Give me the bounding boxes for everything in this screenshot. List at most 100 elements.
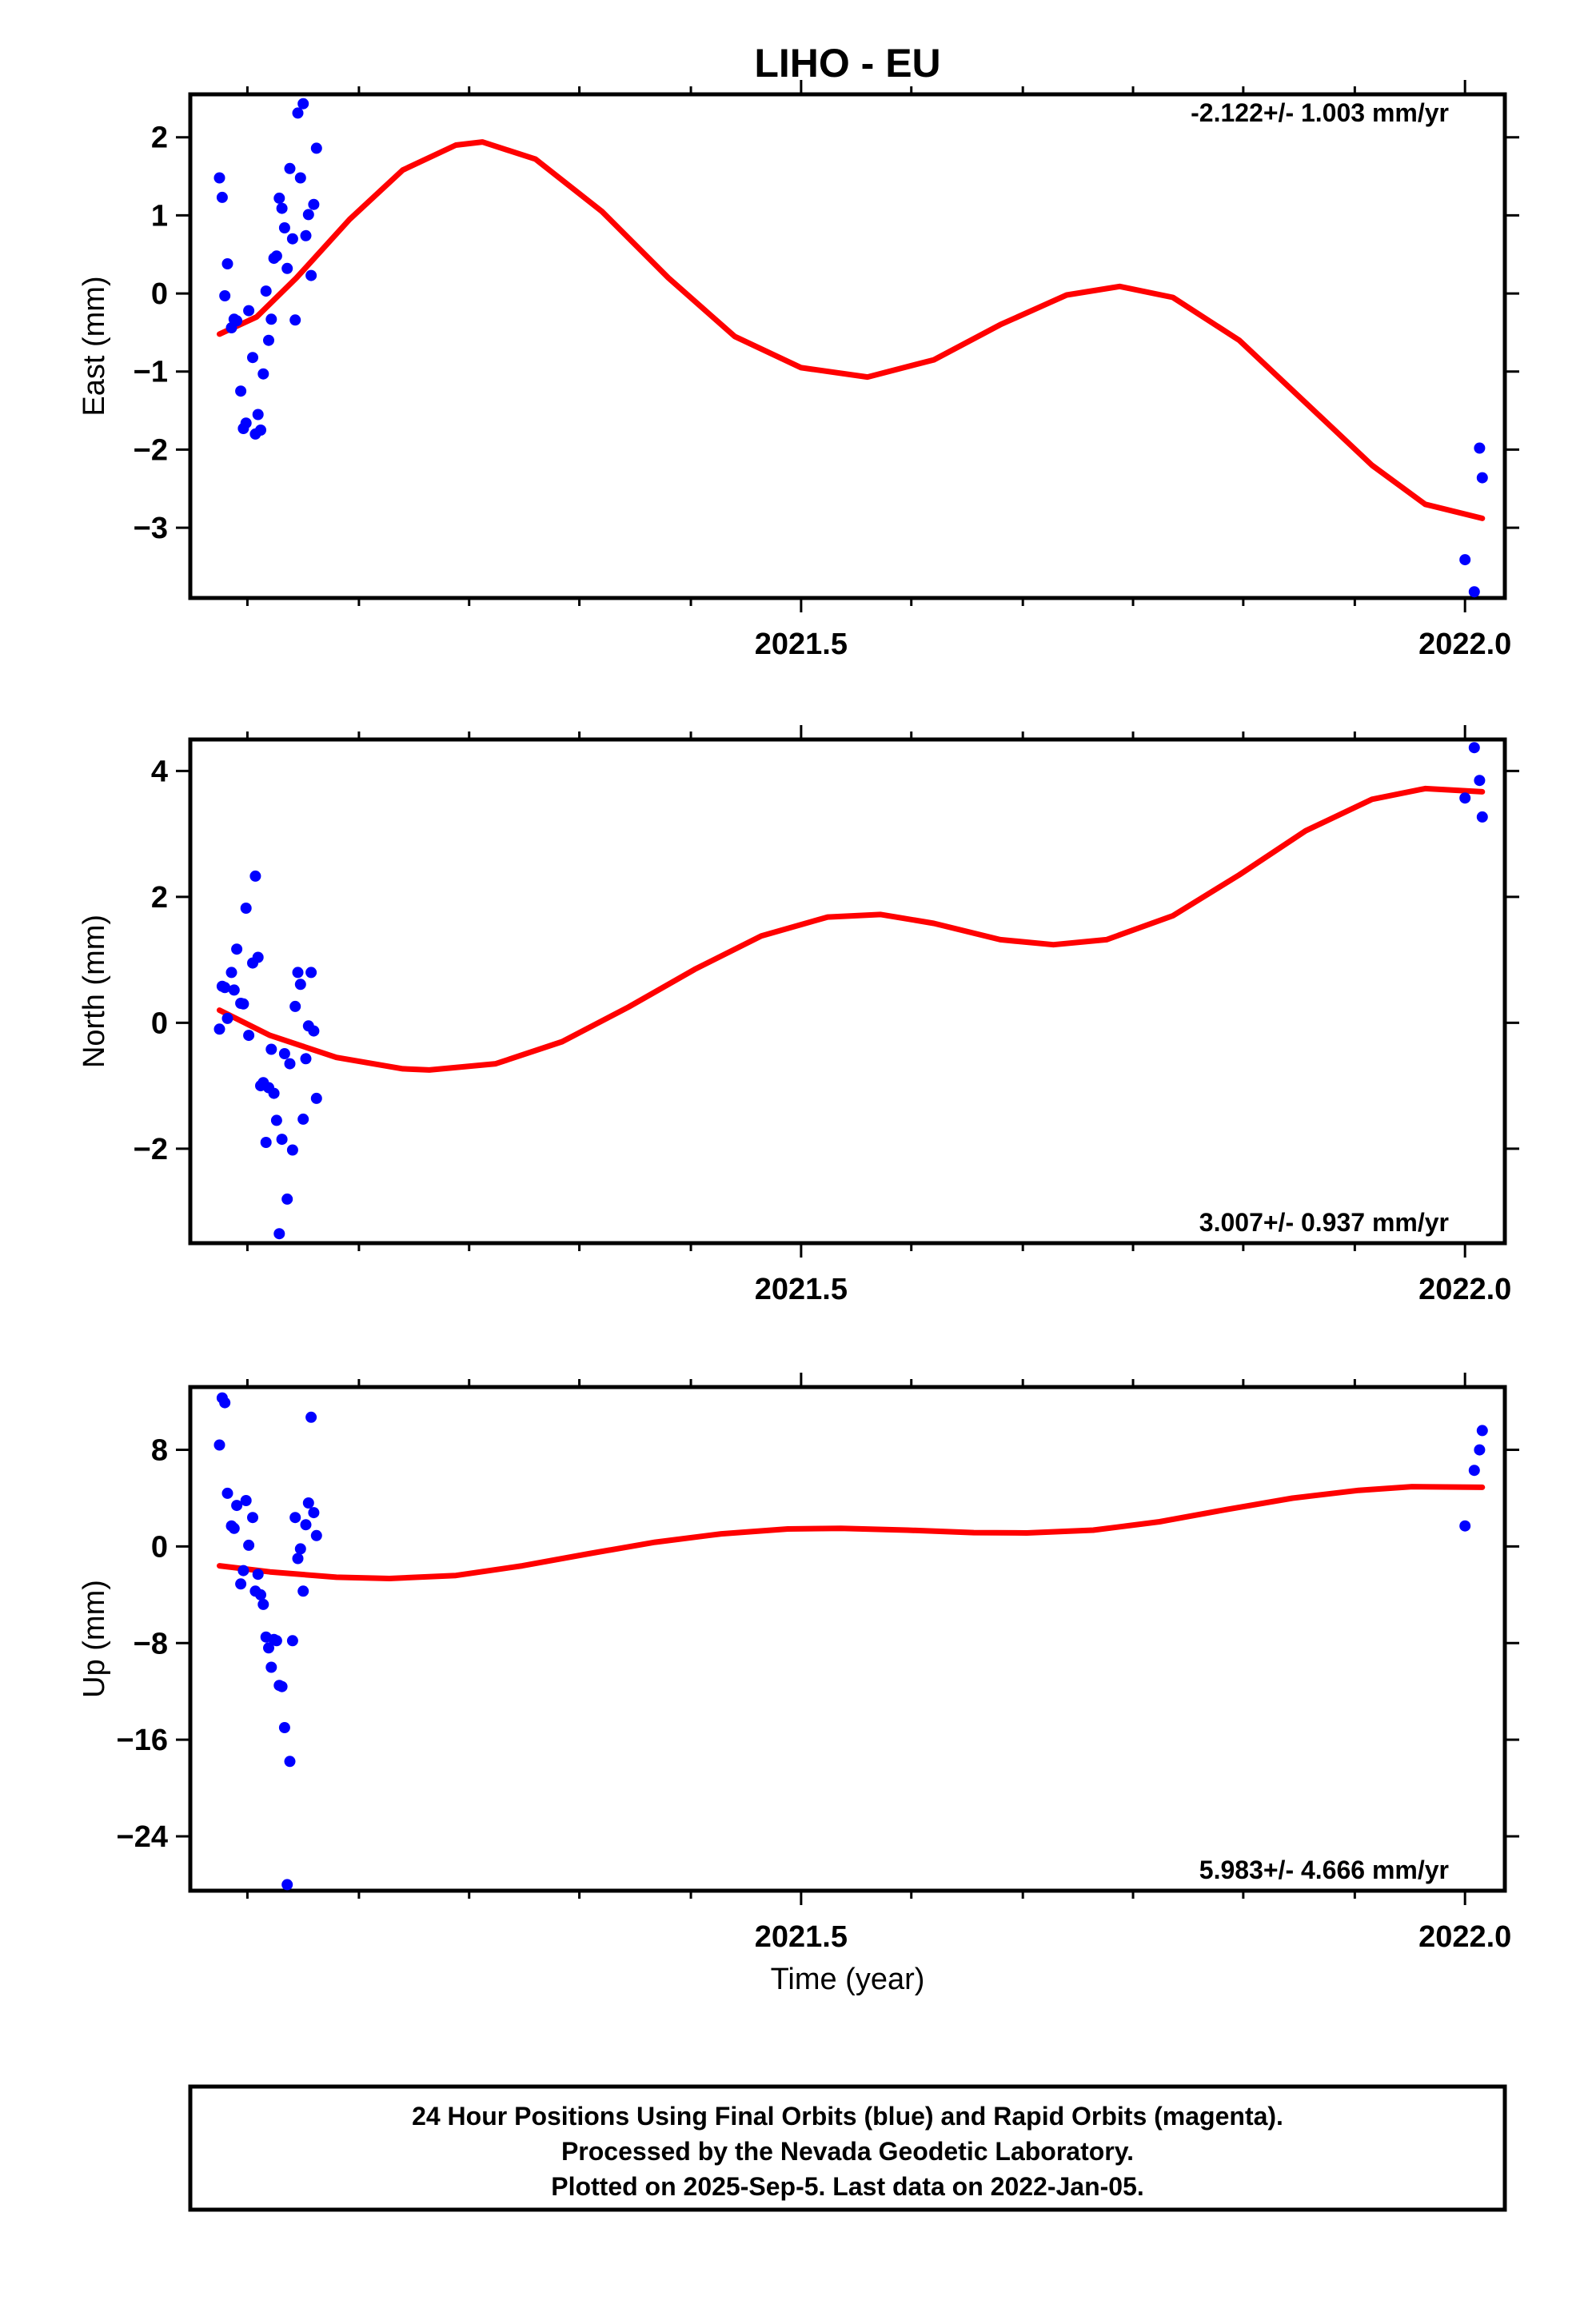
- east-data-point: [257, 368, 269, 380]
- north-model-curve: [217, 785, 1486, 1073]
- north-data-point: [221, 1012, 233, 1024]
- north-data-point: [294, 979, 306, 991]
- north-ytick-label: 0: [151, 1007, 168, 1040]
- up-model-curve: [217, 1484, 1486, 1581]
- east-data-point: [278, 222, 290, 233]
- up-data-point: [265, 1661, 277, 1673]
- east-data-point: [297, 98, 309, 110]
- x-axis-label: Time (year): [771, 1963, 925, 1996]
- north-data-point: [273, 1228, 285, 1240]
- north-data-point: [231, 943, 243, 955]
- east-data-point: [243, 305, 255, 317]
- east-data-point: [281, 262, 293, 274]
- north-data-point: [219, 982, 231, 994]
- up-data-point: [219, 1397, 231, 1409]
- east-data-point: [265, 313, 277, 325]
- up-data-point: [263, 1642, 274, 1654]
- north-data-point: [240, 903, 252, 914]
- north-data-point: [252, 951, 264, 963]
- east-data-point: [305, 269, 317, 281]
- north-xtick-label: 2021.5: [755, 1273, 848, 1306]
- north-ytick-label: −2: [134, 1133, 168, 1166]
- up-data-point: [305, 1411, 317, 1423]
- footer-line-3: Plotted on 2025-Sep-5. Last data on 2022…: [551, 2172, 1144, 2201]
- north-data-point: [260, 1137, 272, 1148]
- up-ytick-label: −24: [117, 1820, 168, 1854]
- east-ytick-label: 2: [151, 122, 168, 155]
- up-data-point: [1459, 1520, 1471, 1532]
- north-data-point: [305, 967, 317, 979]
- east-data-point: [286, 233, 298, 245]
- north-data-point: [237, 998, 249, 1010]
- north-ytick-label: 4: [151, 755, 168, 788]
- north-data-point: [310, 1092, 322, 1104]
- north-panel: 4 2 0 −2 2021.5 2022.0 North (mm) 3.007+/- 0.93…: [78, 725, 1519, 1306]
- north-data-point: [1474, 775, 1486, 787]
- up-data-point: [213, 1439, 225, 1451]
- up-data-point: [243, 1539, 255, 1551]
- north-data-point: [225, 967, 237, 979]
- east-data-point: [252, 409, 264, 421]
- north-ytick-label: 2: [151, 881, 168, 915]
- up-data-point: [255, 1589, 266, 1600]
- up-data-point: [240, 1495, 252, 1506]
- east-data-point: [292, 107, 304, 119]
- up-data-point: [281, 1879, 293, 1891]
- north-data-point: [292, 967, 304, 979]
- up-data-point: [294, 1543, 306, 1555]
- up-data-point: [292, 1553, 304, 1565]
- north-y-axis-label: North (mm): [78, 915, 111, 1068]
- up-data-point: [289, 1512, 301, 1524]
- east-data-point: [289, 314, 301, 326]
- up-data-point: [302, 1497, 314, 1509]
- east-ytick-label: −1: [134, 356, 168, 389]
- north-data-point: [228, 984, 240, 996]
- east-data-point: [260, 285, 272, 297]
- east-data-point: [235, 385, 247, 397]
- up-data-point: [221, 1487, 233, 1499]
- up-data-point: [231, 1500, 243, 1512]
- up-data-point: [257, 1598, 269, 1610]
- north-xtick-label: 2022.0: [1418, 1273, 1511, 1306]
- north-data-point: [300, 1053, 312, 1065]
- east-data-point: [270, 250, 282, 262]
- east-data-point: [247, 352, 258, 364]
- north-data-point: [289, 1000, 301, 1012]
- north-data-point: [297, 1113, 309, 1125]
- up-data-point: [235, 1578, 247, 1590]
- east-data-point: [255, 425, 266, 436]
- north-data-point: [278, 1048, 290, 1059]
- east-data-point: [1474, 442, 1486, 454]
- east-data-point: [231, 315, 243, 327]
- east-data-point: [213, 172, 225, 184]
- footer-box: [188, 2084, 1507, 2212]
- up-data-point: [252, 1569, 264, 1581]
- east-rate-label: -2.122+/- 1.003 mm/yr: [1191, 98, 1449, 127]
- north-data-point: [213, 1023, 225, 1035]
- north-data-point: [1468, 742, 1480, 754]
- east-data-point: [273, 192, 285, 204]
- up-data-point: [308, 1507, 320, 1519]
- east-ytick-label: −2: [134, 433, 168, 467]
- east-y-axis-label: East (mm): [78, 276, 111, 416]
- up-data-point: [278, 1722, 290, 1733]
- north-data-point: [1476, 811, 1488, 823]
- east-xtick-label: 2022.0: [1418, 628, 1511, 661]
- east-data-point: [1468, 586, 1480, 598]
- up-y-axis-label: Up (mm): [78, 1580, 111, 1698]
- east-data-point: [308, 198, 320, 210]
- north-data-point: [286, 1144, 298, 1156]
- east-data-point: [284, 162, 296, 174]
- up-data-point: [284, 1756, 296, 1768]
- up-data-point: [276, 1680, 288, 1692]
- up-data-point: [286, 1635, 298, 1647]
- up-data-point: [270, 1635, 282, 1647]
- up-data-point: [300, 1519, 312, 1531]
- east-plot-frame: [188, 92, 1507, 600]
- footer-line-1: 24 Hour Positions Using Final Orbits (bl…: [412, 2102, 1283, 2131]
- east-panel: 2 1 0 −1 −2 −3 2021.5 2022.0 East (mm) -2.122+/- …: [78, 80, 1519, 661]
- up-ytick-label: −16: [117, 1724, 168, 1757]
- up-data-point: [247, 1512, 258, 1524]
- east-data-point: [1476, 472, 1488, 484]
